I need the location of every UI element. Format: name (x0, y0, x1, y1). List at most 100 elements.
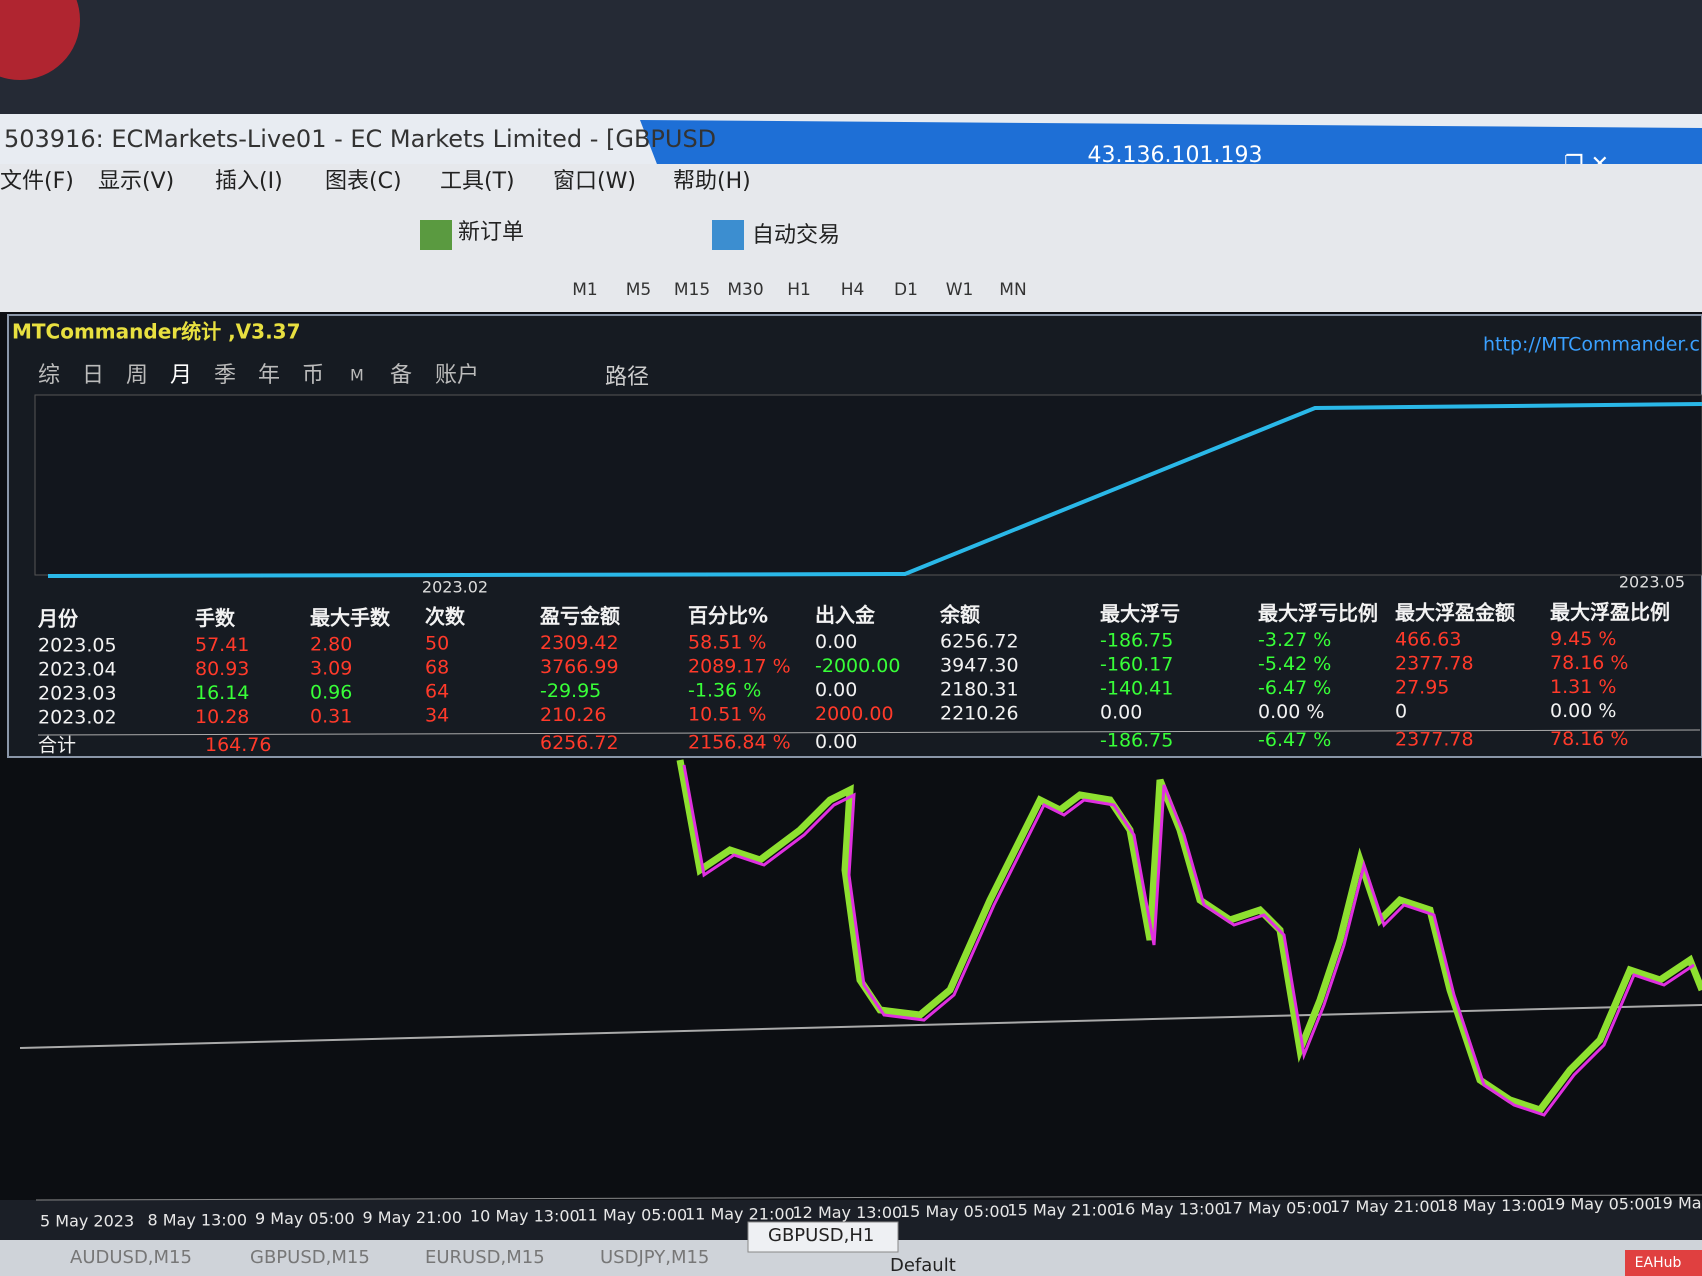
panel-tab[interactable]: 年 (258, 363, 280, 388)
menu-item[interactable]: 显示(V) (98, 169, 174, 194)
timeframe-button[interactable]: M5 (626, 280, 651, 300)
table-cell: 58.51 % (688, 632, 767, 654)
panel-tab[interactable]: 日 (82, 363, 104, 388)
table-cell: 210.26 (540, 704, 606, 726)
menu-item[interactable]: 插入(I) (215, 169, 283, 194)
panel-tab[interactable]: 综 (38, 363, 60, 388)
equity-axis-label: 2023.05 (1619, 573, 1685, 592)
table-header: 出入金 (815, 603, 876, 627)
table-header: 百分比% (688, 604, 768, 628)
price-candles-bear (682, 764, 1695, 1117)
table-cell: -6.47 % (1258, 677, 1331, 699)
table-cell: 50 (425, 633, 449, 655)
table-cell: 2.80 (310, 633, 352, 655)
panel-tab[interactable]: M (350, 366, 364, 385)
time-axis-label: 8 May 13:00 (148, 1210, 248, 1229)
table-cell: 0.00 (1100, 702, 1142, 724)
auto-trading-button[interactable]: 自动交易 (752, 223, 840, 248)
table-cell: 2023.02 (38, 707, 117, 729)
timeframe-button[interactable]: M1 (572, 280, 597, 300)
toolbar-area (0, 164, 1702, 312)
table-cell: 0.00 % (1550, 700, 1616, 722)
time-axis-label: 9 May 21:00 (363, 1208, 463, 1227)
menu-bar: 文件(F) 显示(V) 插入(I) 图表(C) 工具(T) 窗口(W) 帮助(H) (0, 169, 751, 194)
time-axis-label: 5 May 2023 (40, 1212, 134, 1231)
title-bar-active (640, 120, 1702, 178)
table-header: 最大浮盈比例 (1550, 600, 1670, 624)
table-cell: -1.36 % (688, 680, 761, 702)
timeframe-button[interactable]: M15 (674, 280, 710, 300)
chart-tab[interactable]: AUDUSD,M15 (70, 1247, 192, 1268)
table-header: 余额 (939, 602, 980, 626)
table-cell: 10.51 % (688, 704, 767, 726)
panel-tab[interactable]: 月 (170, 363, 192, 388)
price-candles (676, 759, 1702, 1115)
table-cell: 2377.78 (1395, 653, 1474, 675)
time-axis-label: 11 May 21:00 (685, 1204, 795, 1223)
timeframe-button[interactable]: MN (999, 280, 1026, 300)
new-order-button[interactable]: 新订单 (458, 220, 524, 245)
total-separator (37, 729, 1701, 736)
table-total-cell: 164.76 (205, 734, 271, 756)
menu-item[interactable]: 帮助(H) (673, 169, 751, 194)
table-cell: 2309.42 (540, 632, 619, 654)
timeframe-bar: M1 M5 M15 M30 H1 H4 D1 W1 MN (572, 280, 1026, 300)
table-cell: -2000.00 (815, 655, 900, 677)
panel-tab[interactable]: 备 (390, 363, 412, 388)
time-axis-label: 11 May 05:00 (578, 1206, 688, 1225)
stats-table: 月份 手数 最大手数 次数 盈亏金额 百分比% 出入金 余额 最大浮亏 最大浮亏比例 最大浮盈金额 最… (37, 600, 1670, 757)
table-cell: 0.00 (815, 631, 857, 653)
menu-item[interactable]: 图表(C) (325, 169, 402, 194)
table-cell: 2180.31 (940, 678, 1019, 700)
watermark-bg (1625, 1250, 1702, 1276)
icon (712, 220, 744, 250)
time-axis-label: 10 May 13:00 (470, 1207, 580, 1226)
table-cell: 27.95 (1395, 677, 1449, 699)
menu-item[interactable]: 工具(T) (440, 169, 515, 194)
table-cell: 0.31 (310, 705, 352, 727)
server-ip: 43.136.101.193 (1088, 143, 1263, 168)
icon (420, 220, 452, 250)
timeframe-button[interactable]: H1 (787, 280, 811, 300)
chart-tab[interactable]: USDJPY,M15 (600, 1247, 709, 1268)
menu-item[interactable]: 窗口(W) (553, 169, 636, 194)
timeframe-button[interactable]: M30 (727, 280, 763, 300)
table-total-cell: 6256.72 (540, 732, 619, 754)
table-cell: 2023.03 (38, 683, 117, 705)
table-cell: 80.93 (195, 658, 249, 680)
time-axis-label: 17 May 21:00 (1330, 1197, 1440, 1216)
time-axis-label: 9 May 05:00 (255, 1209, 355, 1228)
equity-line (47, 402, 1702, 578)
table-cell: 2089.17 % (688, 656, 791, 678)
table-header: 最大浮盈金额 (1395, 601, 1515, 625)
menu-item[interactable]: 文件(F) (0, 169, 74, 194)
table-cell: 2000.00 (815, 703, 894, 725)
panel-tab[interactable]: 周 (126, 363, 148, 388)
panel-url[interactable]: http://MTCommander.c (1483, 334, 1700, 356)
panel-tab[interactable]: 币 (302, 363, 324, 388)
panel-tab[interactable]: 季 (214, 363, 236, 388)
table-total-cell: -186.75 (1100, 730, 1173, 752)
table-header: 月份 (37, 607, 79, 631)
table-header: 最大手数 (310, 605, 391, 629)
timeframe-button[interactable]: W1 (946, 280, 974, 300)
table-cell: 34 (425, 705, 449, 727)
time-axis-label: 15 May 21:00 (1008, 1201, 1118, 1220)
table-cell: 2023.04 (38, 659, 117, 681)
table-cell: 3766.99 (540, 656, 619, 678)
table-cell: -140.41 (1100, 678, 1173, 700)
panel-tab[interactable]: 账户 (435, 363, 479, 388)
equity-graph (34, 394, 1702, 576)
table-cell: 0.00 % (1258, 701, 1324, 723)
timeframe-button[interactable]: H4 (841, 280, 865, 300)
chart-tab[interactable]: GBPUSD,M15 (250, 1247, 370, 1268)
table-cell: 0.00 (815, 679, 857, 701)
chart-tab[interactable]: GBPUSD,H1 (768, 1225, 874, 1246)
table-header: 次数 (425, 605, 466, 629)
path-tab[interactable]: 路径 (605, 365, 649, 390)
table-total-cell: 2377.78 (1395, 729, 1474, 751)
timeframe-button[interactable]: D1 (894, 280, 918, 300)
time-axis-label: 19 May 05:00 (1545, 1195, 1655, 1214)
chart-tab[interactable]: EURUSD,M15 (425, 1247, 545, 1268)
table-cell: -3.27 % (1258, 629, 1331, 651)
